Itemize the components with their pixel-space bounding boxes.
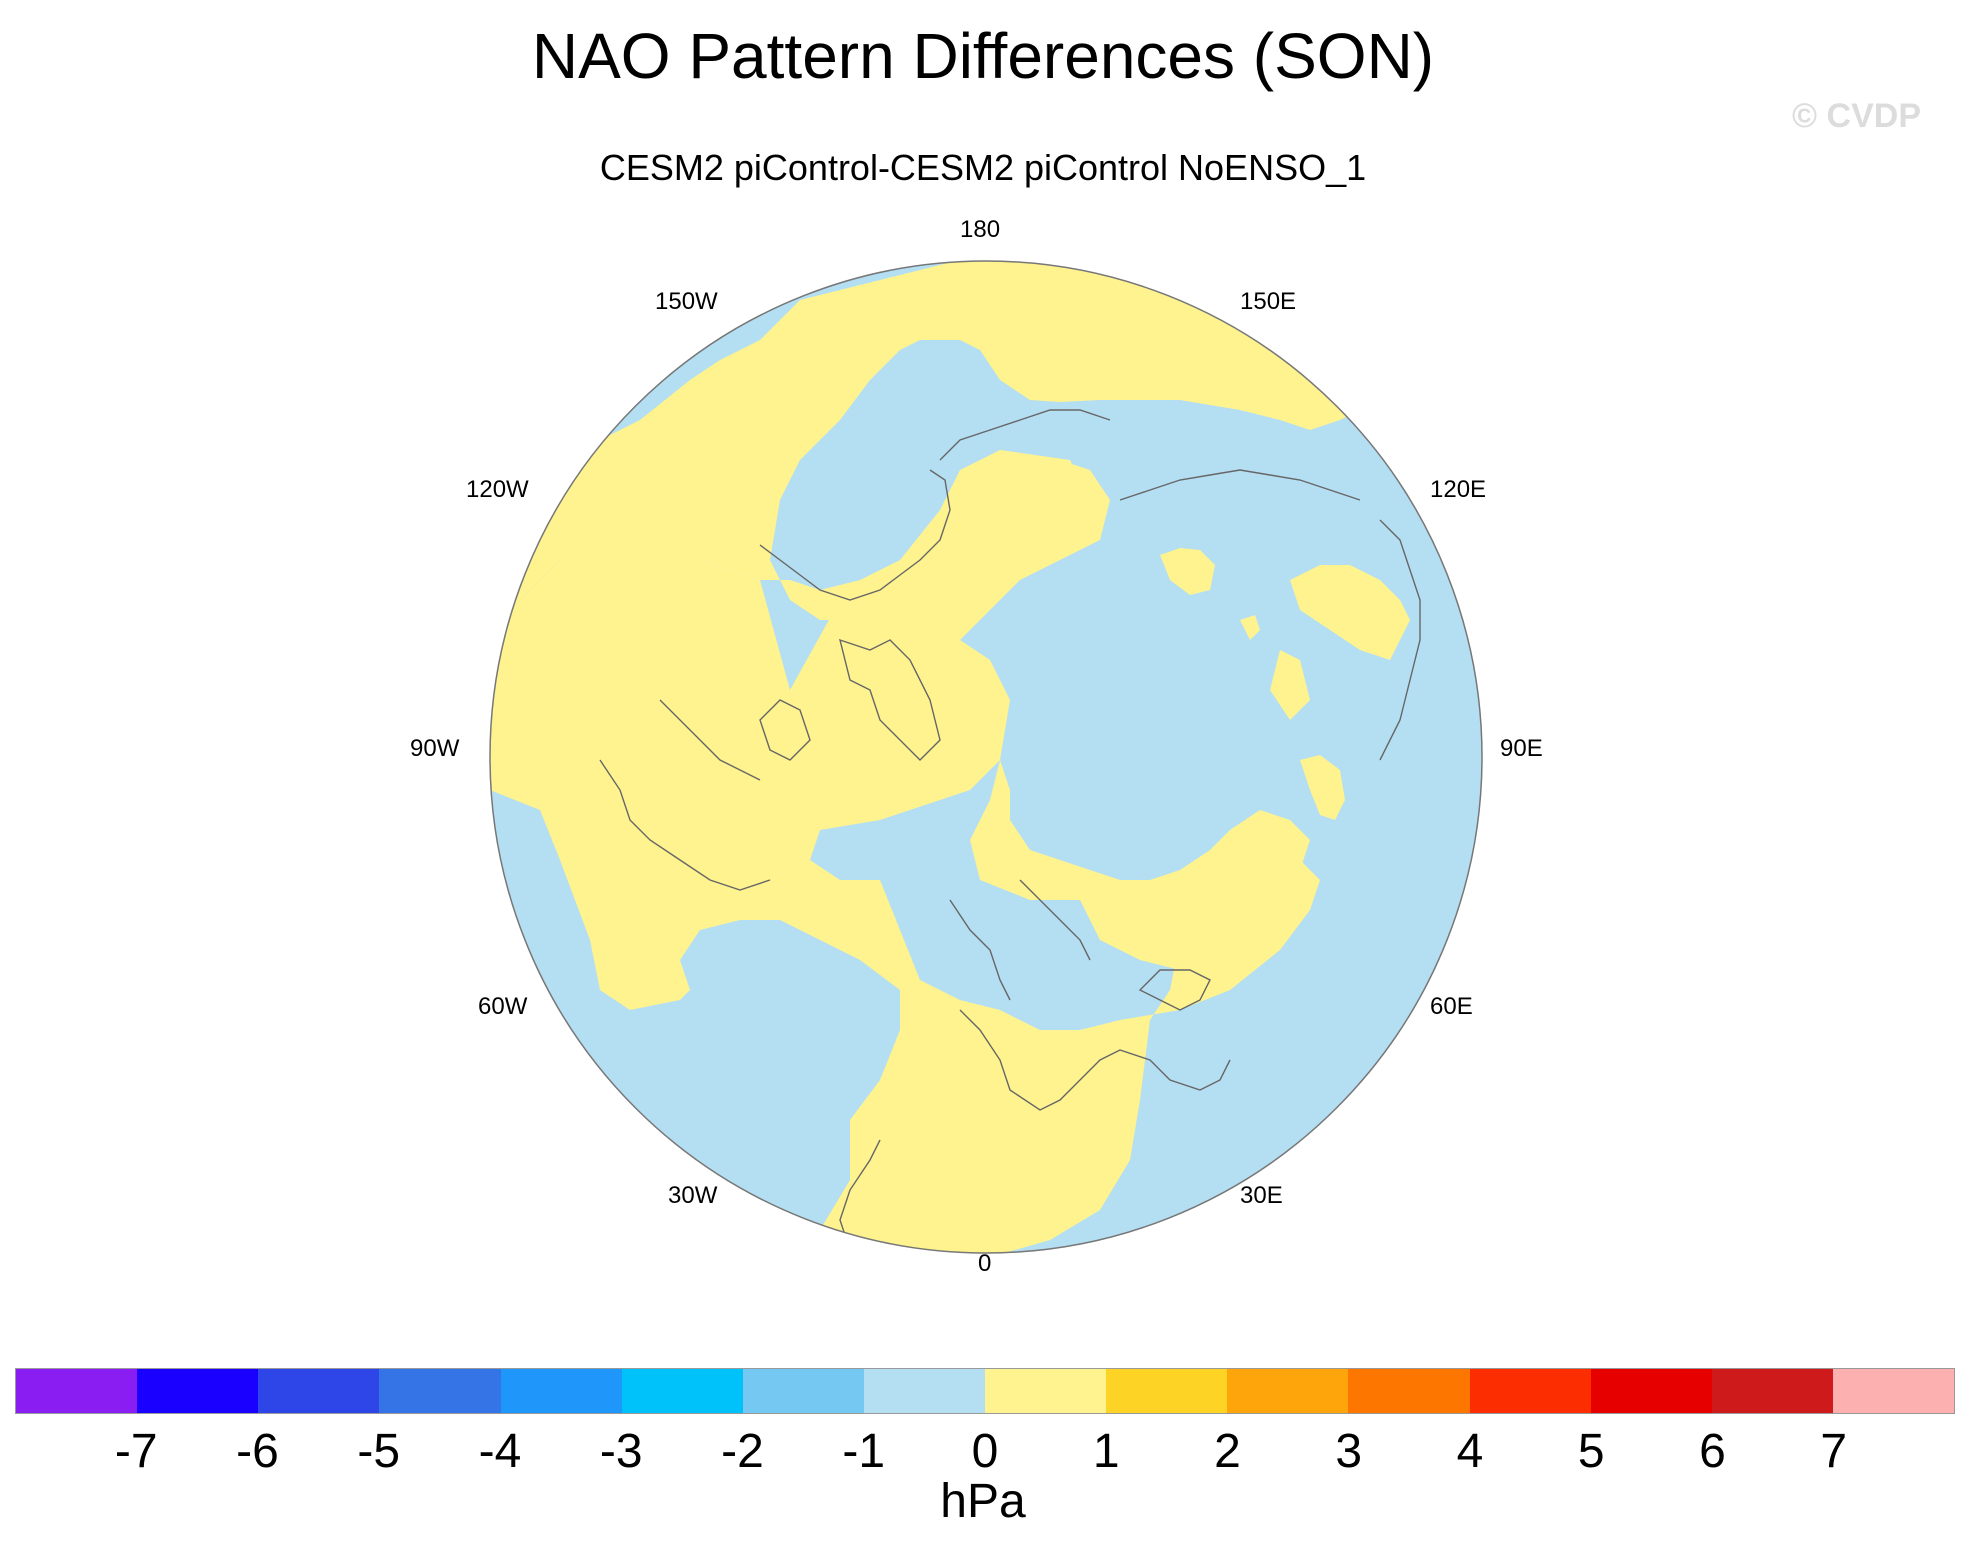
positive-region-patch-2	[1270, 650, 1310, 720]
plot-subtitle: CESM2 piControl-CESM2 piControl NoENSO_1	[599, 147, 1367, 188]
plot-title: NAO Pattern Differences (SON)	[531, 20, 1435, 92]
lon-label-120e: 120E	[1430, 476, 1487, 503]
colorbar-tick-label: -7	[114, 1425, 158, 1478]
lon-label-120w: 120W	[466, 476, 529, 503]
colorbar-box-3	[258, 1369, 380, 1413]
colorbar-tick-label: 7	[1820, 1425, 1848, 1478]
positive-region-europe	[970, 760, 1310, 970]
lon-label-150e: 150E	[1240, 288, 1297, 315]
positive-region-east-siberia	[1160, 548, 1215, 595]
colorbar-box-16	[1832, 1369, 1954, 1413]
colorbar-box-9	[985, 1369, 1107, 1413]
colorbar-box-4	[379, 1369, 501, 1413]
positive-region-central-asia	[1250, 860, 1320, 950]
colorbar-tick-label: -3	[599, 1425, 643, 1478]
lon-label-30e: 30E	[1240, 1182, 1283, 1209]
colorbar-tick-label: 5	[1577, 1425, 1605, 1478]
lon-label-150w: 150W	[655, 288, 718, 315]
colorbar-tick-label: 2	[1214, 1425, 1241, 1478]
lon-label-30w: 30W	[668, 1182, 718, 1209]
positive-region-east-siberia-2	[1300, 755, 1345, 820]
colorbar-tick-label: 3	[1335, 1425, 1363, 1478]
colorbar-tick-label: -4	[478, 1425, 522, 1478]
map-boundary	[489, 260, 1483, 1254]
lon-label-60e: 60E	[1430, 993, 1473, 1020]
colorbar-box-6	[621, 1369, 743, 1413]
lon-label-0: 0	[978, 1250, 992, 1277]
colorbar-tick-label: -1	[842, 1425, 886, 1478]
lon-label-60w: 60W	[478, 993, 528, 1020]
positive-region-patch-1	[1240, 615, 1260, 640]
positive-region-north-pacific	[490, 261, 1380, 640]
cvdp-watermark: © CVDP	[1792, 97, 1921, 135]
colorbar-tick-label: 4	[1456, 1425, 1484, 1478]
positive-region-siberia	[1290, 565, 1410, 660]
colorbar-units-label: hPa	[940, 1475, 1026, 1528]
coastlines	[599, 409, 1421, 1251]
colorbar-tick-label: 0	[971, 1425, 999, 1478]
colorbar-tick-label: -6	[236, 1425, 279, 1478]
lon-label-90w: 90W	[410, 735, 460, 762]
colorbar-tick-label: -5	[357, 1425, 401, 1478]
lon-label-180: 180	[960, 216, 1001, 243]
colorbar-box-5	[500, 1369, 622, 1413]
lon-label-90e: 90E	[1500, 735, 1543, 762]
colorbar-box-11	[1227, 1369, 1349, 1413]
colorbar-box-10	[1106, 1369, 1228, 1413]
colorbar-box-15	[1711, 1369, 1833, 1413]
colorbar-tick-label: 6	[1699, 1425, 1726, 1478]
colorbar-box-13	[1469, 1369, 1591, 1413]
colorbar-box-12	[1348, 1369, 1470, 1413]
colorbar	[15, 1368, 1955, 1414]
colorbar-box-8	[863, 1369, 985, 1413]
colorbar-box-14	[1590, 1369, 1712, 1413]
colorbar-tick-label: 1	[1092, 1425, 1120, 1478]
positive-region-western	[490, 450, 1310, 1253]
colorbar-tick-label: -2	[721, 1425, 764, 1478]
colorbar-box-2	[137, 1369, 259, 1413]
colorbar-box-7	[742, 1369, 864, 1413]
colorbar-box-1	[16, 1369, 138, 1413]
